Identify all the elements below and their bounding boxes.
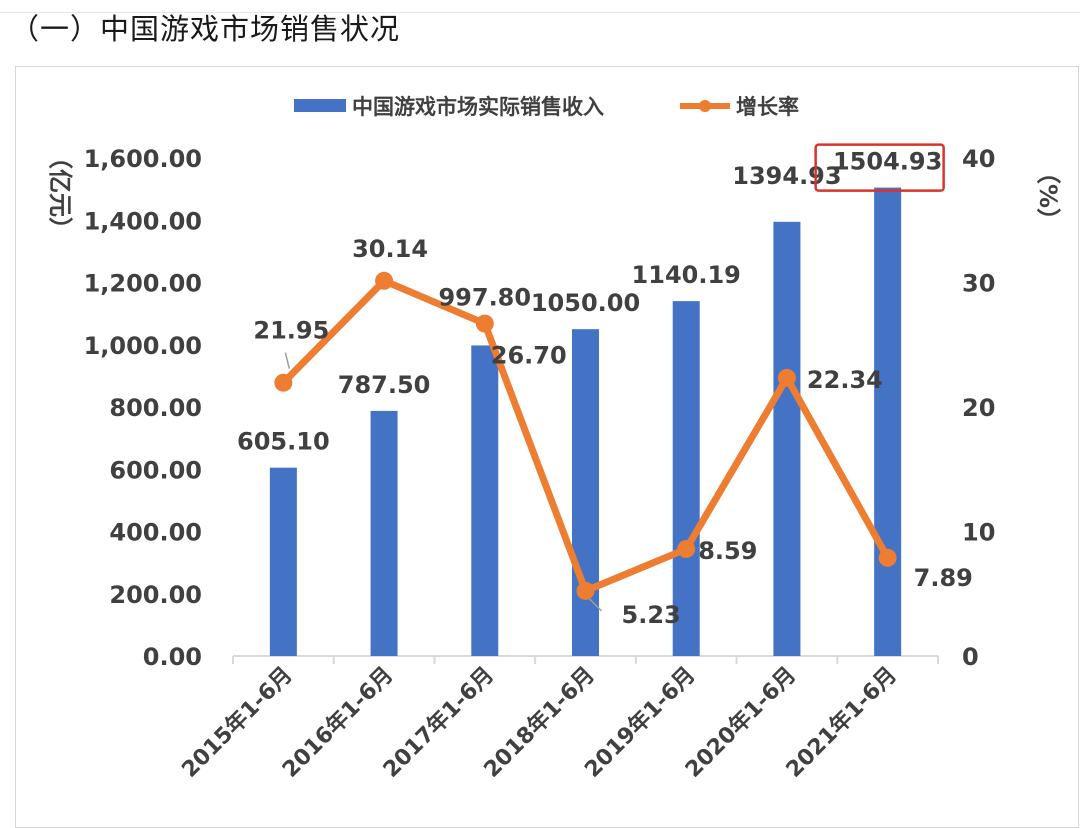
line-marker	[777, 368, 796, 387]
bar	[370, 410, 398, 656]
highlight-box	[814, 143, 945, 192]
y-left-tick-label: 600.00	[109, 456, 202, 484]
bar	[572, 329, 599, 656]
chart-panel	[15, 66, 1079, 828]
y-right-tick-label: 10	[962, 519, 995, 547]
bar-value-label: 997.80	[438, 283, 531, 311]
bar	[672, 301, 700, 656]
line-value-label: 26.70	[491, 342, 567, 370]
label-leader-line	[284, 352, 291, 369]
y-left-tick-label: 1,600.00	[84, 145, 202, 173]
bar-series	[269, 187, 902, 657]
y-left-tick-label: 0.00	[143, 643, 202, 671]
section-heading: （一）中国游戏市场销售状况	[10, 12, 401, 46]
y-right-tick-label: 40	[962, 145, 995, 173]
bar	[874, 187, 902, 657]
y-right-axis-title: （%）	[1034, 160, 1062, 232]
bar-value-label: 1394.93	[732, 162, 841, 190]
y-left-tick-label: 400.00	[109, 519, 202, 547]
y-right-tick-label: 0	[962, 643, 979, 671]
legend-swatch-bar	[294, 99, 346, 112]
top-divider	[0, 12, 1080, 13]
line-value-label: 7.89	[914, 564, 973, 592]
y-left-axis-title: （亿元）	[46, 145, 74, 241]
bar-value-label: 787.50	[338, 371, 431, 399]
y-left-tick-label: 1,000.00	[84, 332, 202, 360]
y-left-tick-label: 1,200.00	[84, 270, 202, 298]
bar-value-label: 1140.19	[632, 261, 741, 289]
line-marker	[274, 373, 293, 392]
legend-label-line: 增长率	[736, 95, 799, 119]
line-marker	[375, 271, 394, 290]
bar	[773, 221, 801, 656]
line-value-label: 30.14	[352, 235, 428, 263]
label-leader-line	[588, 598, 603, 612]
line-marker	[576, 581, 595, 600]
line-value-label: 8.59	[698, 537, 757, 565]
y-left-tick-label: 200.00	[109, 581, 202, 609]
y-left-tick-label: 1,400.00	[84, 207, 202, 235]
bar-value-label: 1050.00	[531, 289, 640, 317]
line-value-label: 21.95	[253, 317, 329, 345]
legend: 中国游戏市场实际销售收入 增长率	[294, 95, 799, 119]
legend-label-bar: 中国游戏市场实际销售收入	[352, 95, 604, 119]
line-marker	[878, 548, 897, 567]
bar-value-label: 1504.93	[833, 148, 942, 176]
y-right-tick-label: 20	[962, 394, 995, 422]
y-left-tick-label: 800.00	[109, 394, 202, 422]
line-value-label: 22.34	[807, 366, 883, 394]
line-marker	[677, 540, 696, 559]
line-marker	[475, 314, 494, 333]
line-value-label: 5.23	[622, 601, 681, 629]
legend-marker-line	[699, 100, 711, 112]
x-axis: 2015年1-6月2016年1-6月2017年1-6月2018年1-6月2019…	[177, 655, 939, 783]
chart-svg: 中国游戏市场实际销售收入 增长率 0.00 200.00 400.00 600.00 80…	[46, 95, 1062, 783]
bar	[269, 467, 297, 656]
bar-value-label: 605.10	[237, 428, 330, 456]
y-right-tick-label: 30	[962, 270, 995, 298]
line-series	[274, 271, 897, 600]
bar	[471, 345, 499, 656]
y-axis-right: 0 10 20 30 40 （%）	[962, 145, 1062, 671]
y-axis-left: 0.00 200.00 400.00 600.00 800.00 1,000.00 1,20…	[46, 145, 202, 671]
